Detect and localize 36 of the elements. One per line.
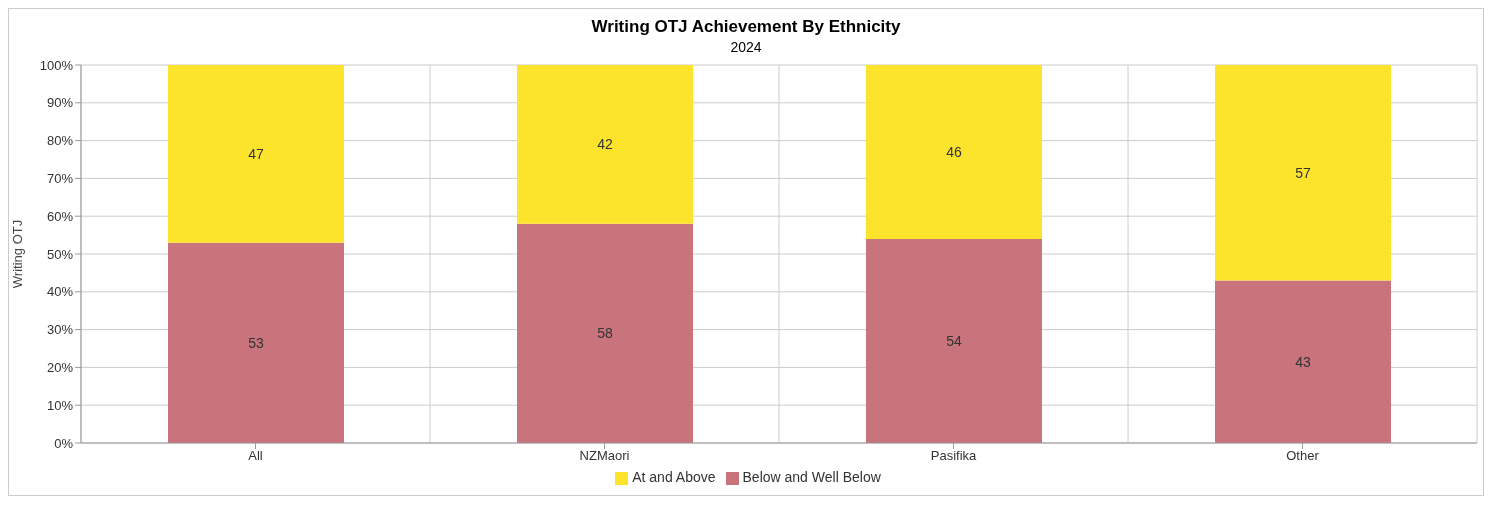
y-tick-label: 50% [46,246,74,262]
data-label: 53 [248,334,264,351]
x-tick-label: All [248,448,263,464]
x-tick-label: NZMaori [579,448,630,464]
data-label: 46 [946,143,962,160]
y-tick-label: 90% [46,95,74,111]
chart-subtitle: 2024 [729,39,763,55]
y-axis-title: Writing OTJ [9,219,25,289]
bar [866,65,1042,239]
bar [168,242,344,443]
y-tick-label: 20% [46,360,74,376]
y-tick-label: 70% [46,171,74,187]
x-tick-label: Pasifika [930,448,978,464]
bar [1215,65,1391,281]
bar [866,238,1042,443]
data-label: 42 [597,136,613,153]
y-tick-label: 10% [46,397,74,413]
data-label: 43 [1295,353,1311,370]
bar [517,65,693,224]
bar [168,65,344,243]
x-tick-label: Other [1286,448,1320,464]
legend-label: Below and Well Below [742,469,881,485]
data-label: 47 [248,145,264,162]
y-tick-label: 60% [46,208,74,224]
data-label: 54 [946,332,962,349]
chart-title: Writing OTJ Achievement By Ethnicity [590,17,902,37]
y-tick-label: 0% [54,435,74,451]
y-tick-label: 40% [46,284,74,300]
data-label: 57 [1295,164,1311,181]
legend-label: At and Above [632,469,716,485]
bar [1215,280,1391,443]
y-tick-label: 80% [46,133,74,149]
y-tick-label: 100% [39,57,74,73]
y-tick-label: 30% [46,322,74,338]
bar [517,223,693,443]
data-label: 58 [597,325,613,342]
